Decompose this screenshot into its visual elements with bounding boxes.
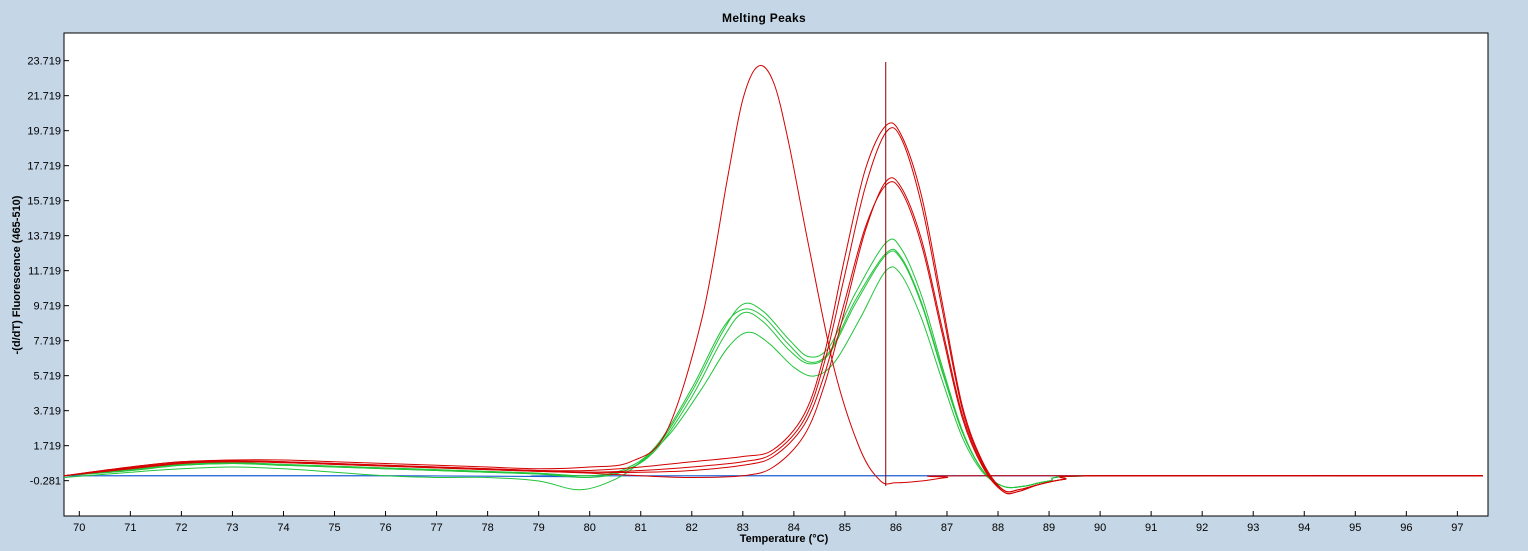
x-tick-label: 82 [686, 522, 698, 534]
x-tick-label: 76 [379, 522, 391, 534]
x-tick-label: 78 [482, 522, 494, 534]
x-tick-label: 95 [1349, 522, 1361, 534]
y-tick-label: -0.281 [30, 476, 61, 488]
series-line-1 [63, 65, 1483, 485]
y-tick-label: 15.719 [27, 196, 61, 208]
y-tick-label: 19.719 [27, 126, 61, 138]
y-tick-label: 3.719 [33, 406, 61, 418]
x-tick-label: 86 [890, 522, 902, 534]
x-tick-label: 97 [1451, 522, 1463, 534]
x-tick-label: 89 [1043, 522, 1055, 534]
x-tick-label: 93 [1247, 522, 1259, 534]
x-tick-label: 85 [839, 522, 851, 534]
x-tick-label: 91 [1145, 522, 1157, 534]
x-tick-label: 77 [430, 522, 442, 534]
x-tick-label: 72 [175, 522, 187, 534]
x-tick-label: 74 [277, 522, 289, 534]
axis-ticks: 70 71 72 73 74 75 76 77 78 79 80 81 82 83 84 85 86 87 88 89… [27, 56, 1463, 534]
y-tick-label: 1.719 [33, 441, 61, 453]
series-lines [63, 65, 1483, 495]
x-tick-label: 84 [788, 522, 800, 534]
series-line-9 [63, 248, 1483, 489]
y-tick-label: 17.719 [27, 161, 61, 173]
x-tick-label: 96 [1400, 522, 1412, 534]
y-tick-label: 11.719 [28, 266, 61, 278]
x-tick-label: 90 [1094, 522, 1106, 534]
y-tick-label: 7.719 [33, 336, 61, 348]
y-tick-label: 21.719 [27, 91, 61, 103]
x-axis-label: Temperature (°C) [739, 533, 829, 545]
y-tick-label: 9.719 [33, 301, 61, 313]
x-tick-label: 71 [124, 522, 136, 534]
y-tick-label: 13.719 [27, 231, 61, 243]
plot-area [63, 32, 1489, 517]
x-tick-label: 75 [328, 522, 340, 534]
x-tick-label: 92 [1196, 522, 1208, 534]
chart-title: Melting Peaks [722, 11, 806, 25]
x-tick-label: 80 [584, 522, 596, 534]
x-tick-label: 87 [941, 522, 953, 534]
x-tick-label: 73 [226, 522, 238, 534]
x-tick-label: 81 [635, 522, 647, 534]
y-tick-label: 5.719 [33, 371, 61, 383]
series-line-5 [63, 177, 1483, 493]
series-line-4 [63, 181, 1483, 495]
x-tick-label: 94 [1298, 522, 1310, 534]
x-tick-label: 88 [992, 522, 1004, 534]
x-tick-label: 70 [73, 522, 85, 534]
y-tick-label: 23.719 [27, 56, 61, 68]
x-tick-label: 79 [533, 522, 545, 534]
x-tick-label: 83 [737, 522, 749, 534]
